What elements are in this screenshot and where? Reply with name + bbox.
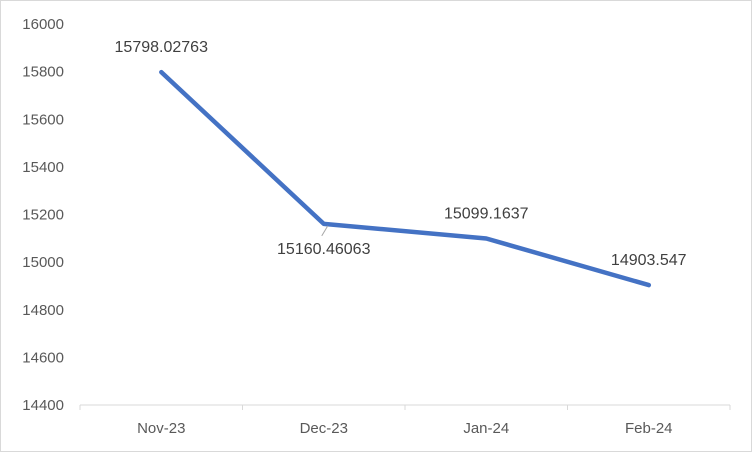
data-label: 15798.02763 bbox=[115, 39, 209, 56]
data-labels: 15798.02763 15160.46063 15099.1637 14903.54… bbox=[115, 39, 687, 269]
x-tick-label: Jan-24 bbox=[463, 420, 509, 437]
x-tick-label: Dec-23 bbox=[300, 420, 348, 437]
leader-lines bbox=[321, 225, 329, 237]
y-tick-label: 15800 bbox=[22, 64, 64, 81]
y-tick-label: 14600 bbox=[22, 349, 64, 366]
data-label: 15099.1637 bbox=[444, 206, 529, 223]
y-tick-label: 14800 bbox=[22, 302, 64, 319]
x-axis-tick-labels: Nov-23 Dec-23 Jan-24 Feb-24 bbox=[137, 420, 672, 437]
x-tick-label: Feb-24 bbox=[625, 420, 673, 437]
y-tick-label: 15600 bbox=[22, 111, 64, 128]
y-axis-tick-labels: 14400 14600 14800 15000 15200 15400 15600 15800… bbox=[22, 16, 64, 414]
y-tick-label: 15200 bbox=[22, 207, 64, 224]
y-tick-label: 15400 bbox=[22, 159, 64, 176]
y-tick-label: 15000 bbox=[22, 254, 64, 271]
series-line bbox=[159, 69, 652, 288]
y-tick-label: 16000 bbox=[22, 16, 64, 33]
x-axis-tick-marks bbox=[79, 405, 731, 410]
data-label: 15160.46063 bbox=[277, 241, 371, 258]
y-tick-label: 14400 bbox=[22, 397, 64, 414]
data-label: 14903.547 bbox=[611, 252, 687, 269]
x-tick-label: Nov-23 bbox=[137, 420, 185, 437]
leader-line bbox=[321, 225, 329, 237]
